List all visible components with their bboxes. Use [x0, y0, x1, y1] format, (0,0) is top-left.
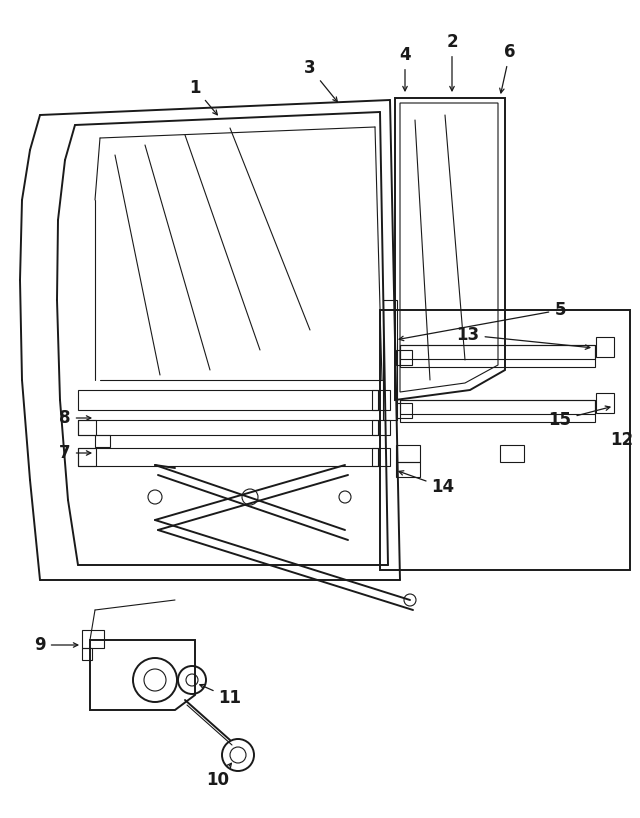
Text: 14: 14 — [399, 471, 454, 496]
Bar — [372, 420, 390, 435]
Bar — [400, 345, 595, 367]
Text: 1: 1 — [189, 79, 218, 115]
Bar — [82, 648, 92, 660]
Bar — [372, 390, 390, 410]
Bar — [383, 300, 397, 420]
Text: 3: 3 — [304, 59, 337, 101]
Bar — [78, 420, 96, 435]
Bar — [400, 400, 595, 414]
Text: 11: 11 — [200, 685, 241, 707]
Text: 5: 5 — [399, 301, 566, 340]
Text: 8: 8 — [60, 409, 91, 427]
Bar — [372, 448, 390, 466]
Text: 6: 6 — [500, 43, 516, 93]
Text: 9: 9 — [34, 636, 78, 654]
Bar — [95, 435, 110, 447]
Bar — [78, 420, 378, 435]
Text: 4: 4 — [399, 46, 411, 91]
Text: 15: 15 — [548, 406, 610, 429]
Bar — [78, 390, 378, 410]
Text: 12: 12 — [611, 431, 634, 449]
Bar — [82, 630, 104, 648]
Bar — [78, 448, 378, 466]
Bar — [400, 345, 595, 359]
Text: 10: 10 — [207, 763, 232, 789]
Text: 7: 7 — [59, 444, 91, 462]
Text: 2: 2 — [446, 33, 458, 91]
Bar — [78, 448, 96, 466]
Bar — [400, 400, 595, 422]
Text: 13: 13 — [456, 326, 590, 349]
